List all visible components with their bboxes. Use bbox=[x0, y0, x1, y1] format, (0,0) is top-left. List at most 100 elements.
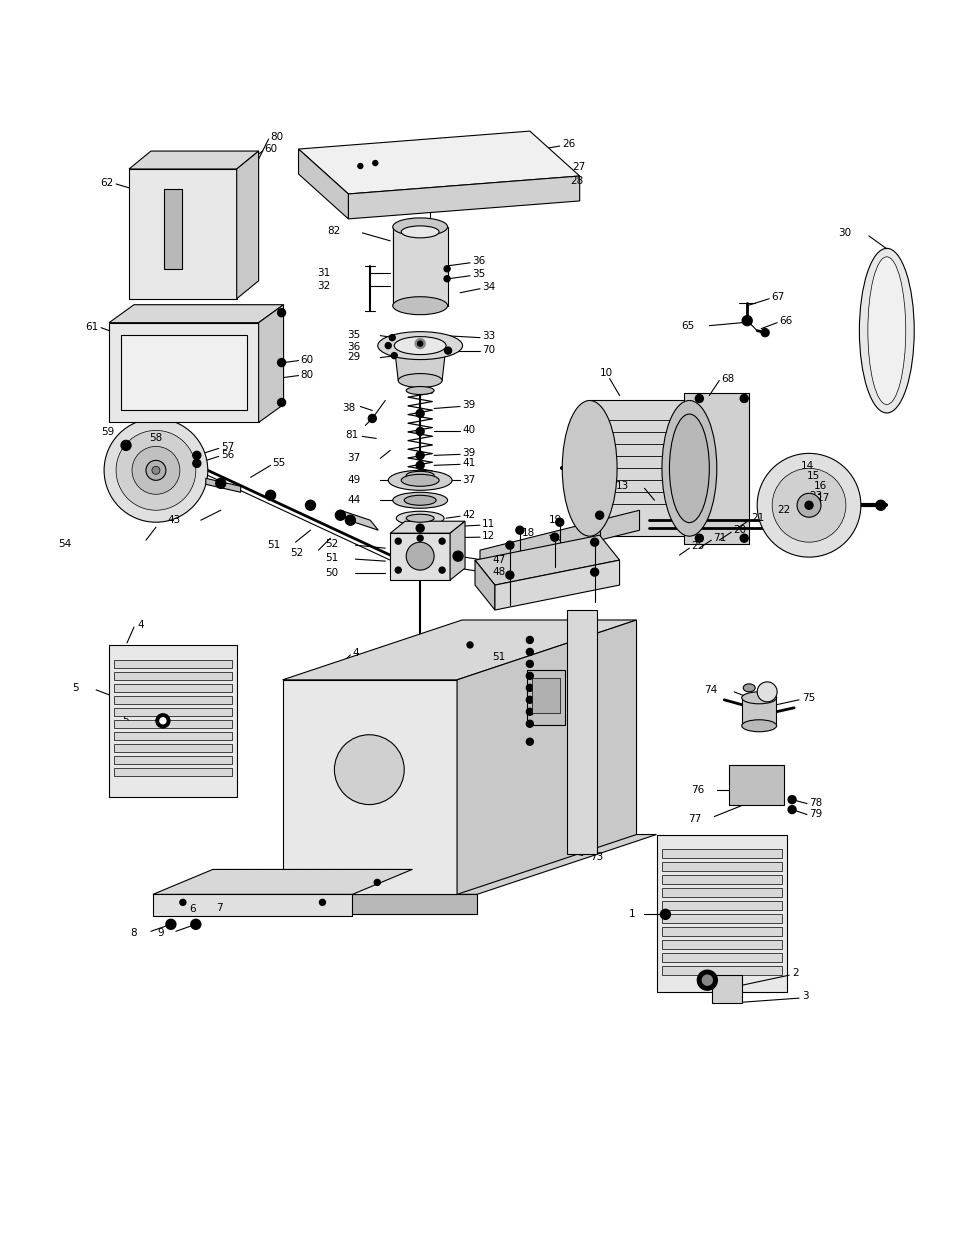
Text: 48: 48 bbox=[492, 567, 505, 577]
Ellipse shape bbox=[394, 337, 446, 354]
Circle shape bbox=[391, 353, 396, 358]
Circle shape bbox=[444, 275, 450, 282]
Text: 22: 22 bbox=[777, 505, 789, 515]
Polygon shape bbox=[348, 177, 579, 219]
Polygon shape bbox=[114, 732, 232, 740]
Text: 34: 34 bbox=[481, 282, 495, 291]
Ellipse shape bbox=[561, 400, 617, 536]
Circle shape bbox=[305, 500, 315, 510]
Circle shape bbox=[505, 541, 514, 550]
Circle shape bbox=[526, 697, 533, 703]
Polygon shape bbox=[661, 966, 781, 976]
Text: 11: 11 bbox=[481, 519, 495, 530]
Text: 3: 3 bbox=[801, 992, 808, 1002]
Polygon shape bbox=[282, 620, 636, 679]
Circle shape bbox=[804, 501, 812, 509]
Text: 66: 66 bbox=[779, 316, 792, 326]
Text: 38: 38 bbox=[342, 404, 355, 414]
Circle shape bbox=[556, 519, 563, 526]
Circle shape bbox=[374, 879, 380, 885]
Polygon shape bbox=[206, 478, 240, 493]
Text: 1: 1 bbox=[628, 909, 635, 919]
Ellipse shape bbox=[742, 684, 755, 692]
Circle shape bbox=[526, 648, 533, 656]
Text: 43: 43 bbox=[168, 515, 181, 525]
Ellipse shape bbox=[395, 511, 444, 525]
Text: 75: 75 bbox=[801, 693, 815, 703]
Circle shape bbox=[415, 338, 425, 348]
Polygon shape bbox=[129, 151, 258, 169]
Text: 12: 12 bbox=[481, 531, 495, 541]
Text: 31: 31 bbox=[316, 268, 330, 278]
Polygon shape bbox=[114, 768, 232, 776]
Polygon shape bbox=[728, 764, 783, 804]
Polygon shape bbox=[121, 335, 247, 410]
Polygon shape bbox=[114, 672, 232, 679]
Text: 36: 36 bbox=[347, 342, 360, 352]
Text: 74: 74 bbox=[703, 685, 717, 695]
Circle shape bbox=[444, 266, 450, 272]
Text: 60: 60 bbox=[264, 144, 277, 154]
Circle shape bbox=[132, 446, 180, 494]
Text: 49: 49 bbox=[347, 475, 360, 485]
Text: 27: 27 bbox=[572, 162, 585, 172]
Circle shape bbox=[166, 919, 175, 929]
Bar bbox=[526, 669, 564, 725]
Ellipse shape bbox=[393, 296, 447, 315]
Circle shape bbox=[526, 636, 533, 643]
Text: 19: 19 bbox=[548, 515, 561, 525]
Text: 54: 54 bbox=[58, 540, 71, 550]
Circle shape bbox=[277, 358, 285, 367]
Text: 28: 28 bbox=[570, 175, 583, 186]
Circle shape bbox=[406, 542, 434, 571]
Bar bbox=[589, 400, 689, 536]
Circle shape bbox=[516, 526, 523, 535]
Circle shape bbox=[796, 493, 821, 517]
Text: 55: 55 bbox=[273, 458, 286, 468]
Circle shape bbox=[277, 399, 285, 406]
Polygon shape bbox=[109, 322, 258, 422]
Circle shape bbox=[193, 459, 200, 467]
Text: 42: 42 bbox=[461, 510, 475, 520]
Ellipse shape bbox=[669, 414, 709, 522]
Circle shape bbox=[116, 431, 195, 510]
Polygon shape bbox=[661, 876, 781, 884]
Circle shape bbox=[453, 551, 462, 561]
Ellipse shape bbox=[393, 217, 447, 236]
Circle shape bbox=[741, 316, 751, 326]
Text: 47: 47 bbox=[492, 555, 505, 566]
Text: 23: 23 bbox=[808, 492, 821, 501]
Circle shape bbox=[416, 451, 424, 459]
Polygon shape bbox=[262, 835, 656, 894]
Text: 72: 72 bbox=[577, 737, 589, 747]
Circle shape bbox=[760, 329, 768, 337]
Text: 71: 71 bbox=[713, 534, 726, 543]
Circle shape bbox=[345, 515, 355, 525]
Text: 20: 20 bbox=[733, 525, 745, 535]
Polygon shape bbox=[114, 756, 232, 763]
Text: 33: 33 bbox=[481, 331, 495, 341]
Text: 41: 41 bbox=[461, 458, 475, 468]
Text: 5: 5 bbox=[122, 715, 129, 725]
Polygon shape bbox=[152, 894, 352, 916]
Text: 26: 26 bbox=[562, 140, 576, 149]
Text: 64: 64 bbox=[577, 683, 589, 693]
Polygon shape bbox=[390, 534, 450, 580]
Circle shape bbox=[505, 571, 514, 579]
Text: 35: 35 bbox=[347, 330, 360, 340]
Polygon shape bbox=[475, 561, 495, 610]
Circle shape bbox=[193, 451, 200, 459]
Polygon shape bbox=[661, 953, 781, 962]
Text: 53: 53 bbox=[577, 647, 589, 657]
Text: 77: 77 bbox=[687, 814, 700, 824]
Circle shape bbox=[444, 347, 451, 354]
Text: 29: 29 bbox=[347, 352, 360, 362]
Text: 79: 79 bbox=[808, 809, 821, 819]
Text: 8: 8 bbox=[131, 929, 137, 939]
Text: 4: 4 bbox=[352, 648, 358, 658]
Circle shape bbox=[417, 341, 422, 346]
Circle shape bbox=[389, 335, 395, 341]
Polygon shape bbox=[114, 708, 232, 716]
Polygon shape bbox=[683, 393, 748, 545]
Text: 39: 39 bbox=[461, 448, 475, 458]
